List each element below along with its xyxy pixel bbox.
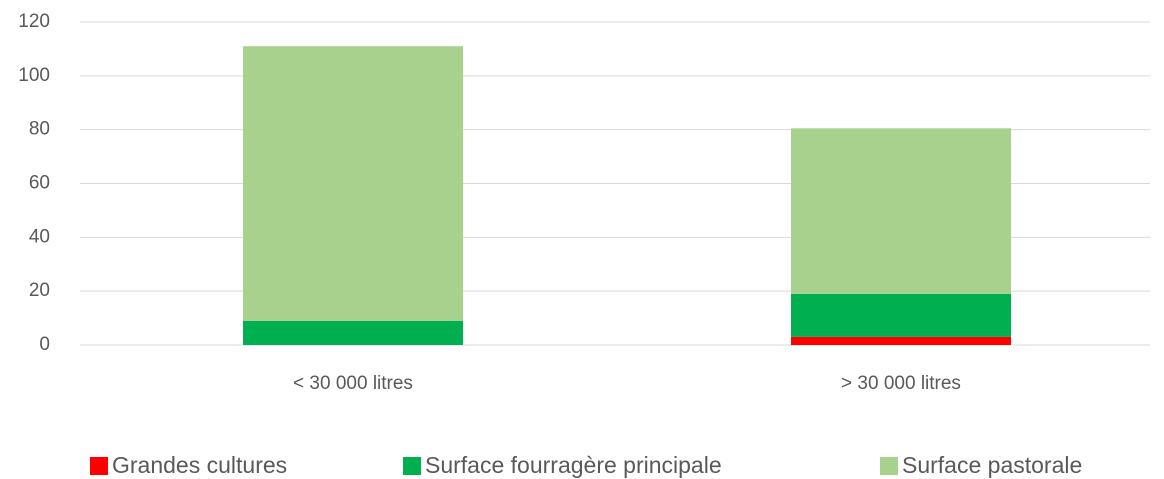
y-tick-label: 80: [29, 119, 50, 140]
legend-label: Grandes cultures: [112, 452, 287, 478]
x-tick-label: > 30 000 litres: [841, 373, 961, 394]
y-tick-label: 100: [18, 65, 50, 86]
bar-segment: [791, 128, 1011, 294]
y-tick-label: 40: [29, 226, 50, 247]
legend-swatch: [403, 457, 421, 475]
y-tick-label: 0: [39, 334, 50, 355]
y-tick-label: 60: [29, 173, 50, 194]
legend-label: Surface pastorale: [902, 452, 1082, 478]
y-tick-label: 20: [29, 280, 50, 301]
y-tick-label: 120: [18, 11, 50, 32]
legend-label: Surface fourragère principale: [425, 452, 722, 478]
legend-swatch: [880, 457, 898, 475]
bar-segment: [243, 46, 463, 321]
bar-segment: [791, 336, 1011, 345]
x-tick-label: < 30 000 litres: [293, 373, 413, 394]
legend-swatch: [90, 457, 108, 475]
bar-segment: [791, 293, 1011, 337]
bar-segment: [243, 320, 463, 345]
